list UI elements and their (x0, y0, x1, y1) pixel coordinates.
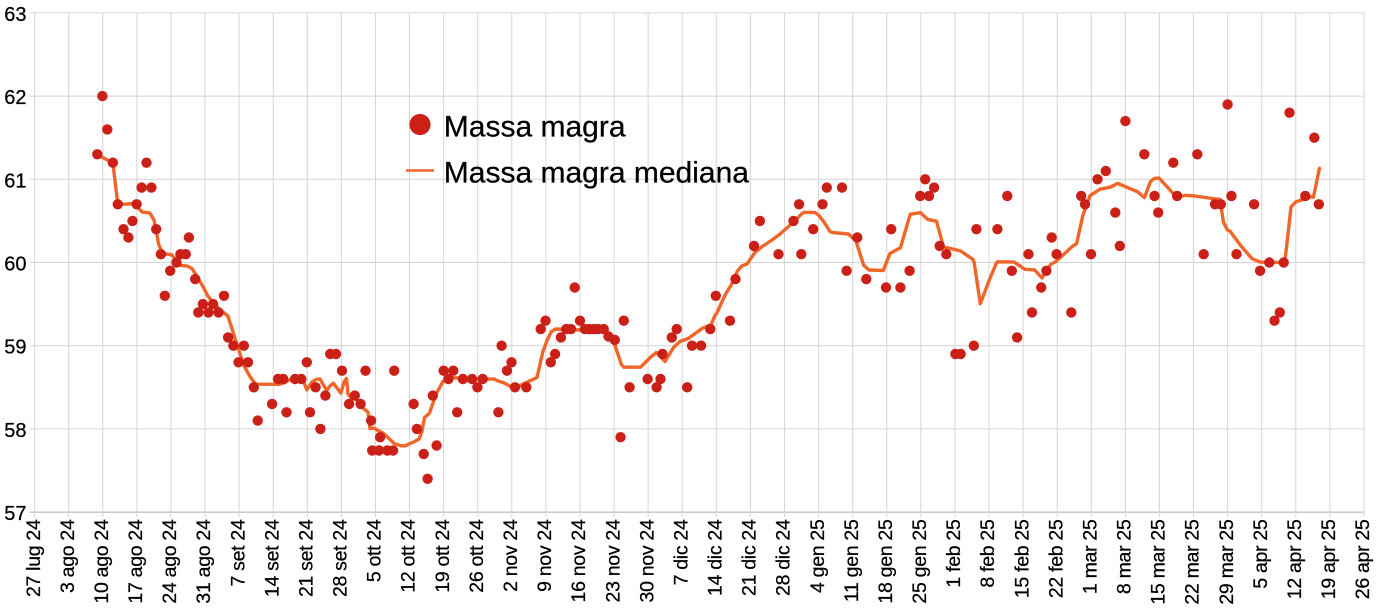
svg-text:17 ago 24: 17 ago 24 (125, 519, 147, 604)
svg-text:61: 61 (4, 170, 26, 192)
svg-text:4 gen 25: 4 gen 25 (807, 519, 829, 593)
svg-text:1 feb 25: 1 feb 25 (943, 519, 965, 588)
svg-text:21 set 24: 21 set 24 (296, 519, 318, 597)
svg-text:3 ago 24: 3 ago 24 (57, 519, 79, 593)
svg-text:63: 63 (4, 4, 26, 26)
svg-text:1 mar 25: 1 mar 25 (1080, 519, 1102, 594)
svg-text:22 feb 25: 22 feb 25 (1045, 519, 1067, 598)
svg-text:Massa magra: Massa magra (444, 111, 626, 144)
svg-text:57: 57 (4, 503, 26, 525)
svg-text:26 ott 24: 26 ott 24 (466, 519, 488, 593)
svg-text:12 apr 25: 12 apr 25 (1284, 519, 1306, 599)
svg-text:15 mar 25: 15 mar 25 (1148, 519, 1170, 605)
svg-text:28 dic 24: 28 dic 24 (773, 519, 795, 596)
svg-text:26 apr 25: 26 apr 25 (1352, 519, 1374, 599)
svg-text:15 feb 25: 15 feb 25 (1011, 519, 1033, 598)
svg-text:8 feb 25: 8 feb 25 (977, 519, 999, 588)
svg-text:9 nov 24: 9 nov 24 (534, 519, 556, 592)
svg-text:27 lug 24: 27 lug 24 (23, 519, 45, 597)
svg-text:21 dic 24: 21 dic 24 (739, 519, 761, 596)
svg-text:10 ago 24: 10 ago 24 (91, 519, 113, 604)
svg-text:7 dic 24: 7 dic 24 (670, 519, 692, 585)
svg-text:16 nov 24: 16 nov 24 (568, 519, 590, 602)
svg-text:30 nov 24: 30 nov 24 (636, 519, 658, 602)
svg-text:8 mar 25: 8 mar 25 (1114, 519, 1136, 594)
svg-text:23 nov 24: 23 nov 24 (602, 519, 624, 602)
svg-text:7 set 24: 7 set 24 (227, 519, 249, 586)
svg-text:19 ott 24: 19 ott 24 (432, 519, 454, 593)
svg-text:18 gen 25: 18 gen 25 (875, 519, 897, 604)
svg-text:58: 58 (4, 420, 26, 442)
svg-text:62: 62 (4, 87, 26, 109)
svg-text:59: 59 (4, 337, 26, 359)
svg-text:5 ott 24: 5 ott 24 (364, 519, 386, 582)
svg-text:22 mar 25: 22 mar 25 (1182, 519, 1204, 605)
svg-text:29 mar 25: 29 mar 25 (1216, 519, 1238, 605)
svg-text:14 dic 24: 14 dic 24 (705, 519, 727, 596)
svg-text:14 set 24: 14 set 24 (261, 519, 283, 597)
svg-text:Massa magra mediana: Massa magra mediana (444, 157, 749, 190)
svg-text:19 apr 25: 19 apr 25 (1318, 519, 1340, 599)
svg-text:24 ago 24: 24 ago 24 (159, 519, 181, 604)
svg-text:60: 60 (4, 254, 26, 276)
svg-text:5 apr 25: 5 apr 25 (1250, 519, 1272, 589)
svg-text:25 gen 25: 25 gen 25 (909, 519, 931, 604)
svg-text:11 gen 25: 11 gen 25 (841, 519, 863, 602)
svg-text:31 ago 24: 31 ago 24 (193, 519, 215, 604)
svg-text:2 nov 24: 2 nov 24 (500, 519, 522, 592)
svg-text:12 ott 24: 12 ott 24 (398, 519, 420, 593)
svg-text:28 set 24: 28 set 24 (330, 519, 352, 597)
